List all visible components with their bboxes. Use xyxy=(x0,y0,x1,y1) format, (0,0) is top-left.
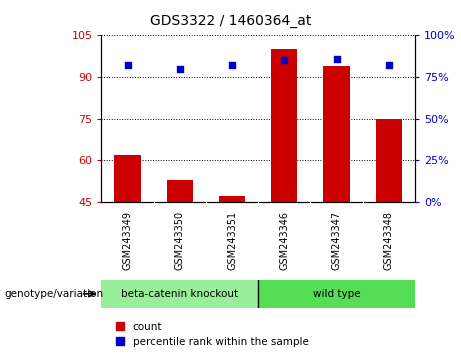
Point xyxy=(228,63,236,68)
Bar xyxy=(219,196,245,202)
Legend: count, percentile rank within the sample: count, percentile rank within the sample xyxy=(116,322,308,347)
Bar xyxy=(167,179,193,202)
Text: GDS3322 / 1460364_at: GDS3322 / 1460364_at xyxy=(150,14,311,28)
Point xyxy=(333,56,340,62)
Bar xyxy=(258,280,415,308)
Text: genotype/variation: genotype/variation xyxy=(5,289,104,299)
Bar xyxy=(101,280,258,308)
Point xyxy=(176,66,183,72)
Bar xyxy=(376,119,402,202)
Text: GSM243346: GSM243346 xyxy=(279,211,290,270)
Text: GSM243351: GSM243351 xyxy=(227,211,237,270)
Text: beta-catenin knockout: beta-catenin knockout xyxy=(121,289,238,299)
Bar xyxy=(324,66,349,202)
Point xyxy=(124,63,131,68)
Text: wild type: wild type xyxy=(313,289,361,299)
Text: GSM243347: GSM243347 xyxy=(331,211,342,270)
Bar xyxy=(114,155,141,202)
Text: GSM243350: GSM243350 xyxy=(175,211,185,270)
Text: GSM243349: GSM243349 xyxy=(123,211,133,270)
Point xyxy=(281,57,288,63)
Point xyxy=(385,63,392,68)
Text: GSM243348: GSM243348 xyxy=(384,211,394,270)
Bar xyxy=(271,49,297,202)
